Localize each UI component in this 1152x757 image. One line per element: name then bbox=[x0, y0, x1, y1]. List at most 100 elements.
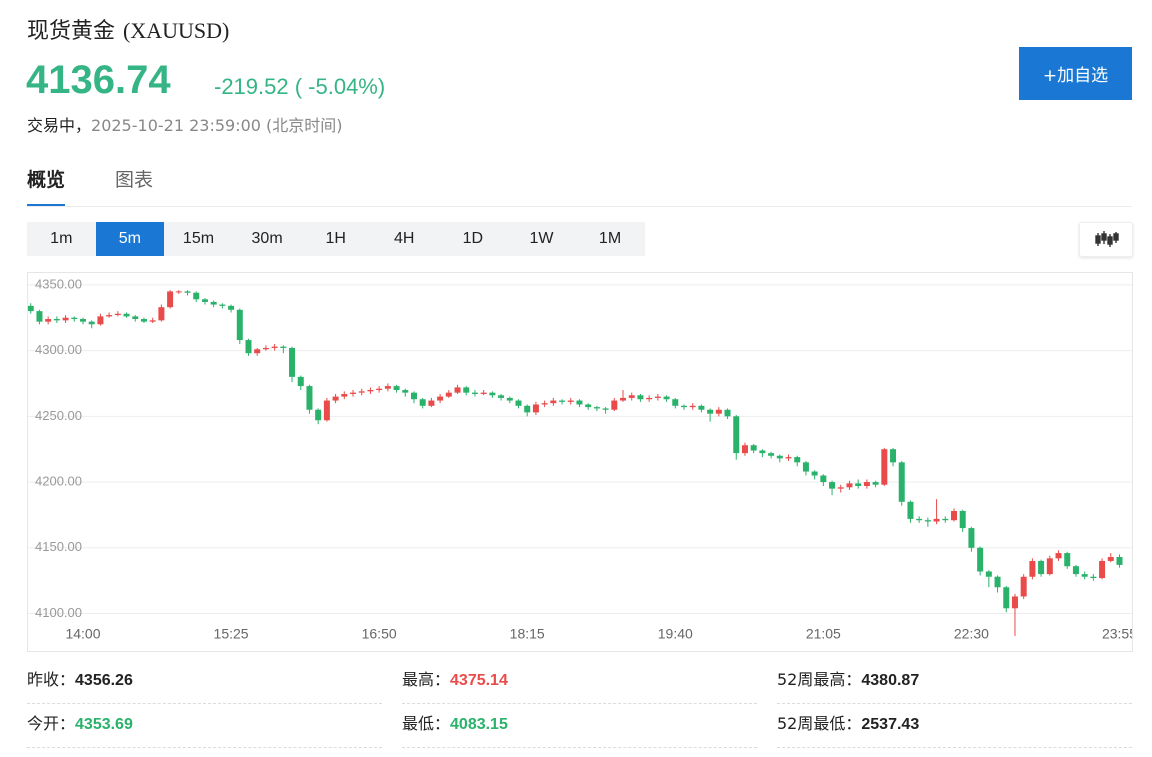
candle-body bbox=[820, 475, 827, 483]
candle-body bbox=[585, 404, 592, 408]
stat-item: 52周最高：4380.87 bbox=[777, 660, 1132, 704]
candle-body bbox=[524, 405, 531, 413]
candle-body bbox=[506, 397, 513, 401]
status-line: 交易中，2025-10-21 23:59:00 (北京时间) bbox=[27, 112, 343, 136]
candle-body bbox=[794, 457, 801, 463]
candle-body bbox=[646, 397, 653, 400]
candle-body bbox=[672, 399, 679, 406]
candle-body bbox=[489, 392, 496, 396]
chart-type-button[interactable] bbox=[1079, 222, 1133, 257]
candle-body bbox=[254, 349, 261, 354]
candle-body bbox=[219, 304, 226, 306]
y-tick-label: 4250.00 bbox=[35, 408, 82, 423]
candle-body bbox=[541, 403, 548, 405]
tab[interactable]: 图表 bbox=[115, 169, 154, 191]
candle-body bbox=[402, 390, 409, 393]
candle-body bbox=[532, 404, 539, 413]
candle-body bbox=[628, 395, 635, 398]
price: 4136.74 bbox=[26, 58, 171, 102]
candle-body bbox=[890, 449, 897, 463]
candle-body bbox=[942, 518, 949, 521]
candle-body bbox=[550, 400, 557, 404]
interval-button[interactable]: 30m bbox=[251, 230, 283, 247]
stat-label: 最低： bbox=[402, 714, 451, 733]
candle-body bbox=[620, 397, 627, 401]
stat-label: 最高： bbox=[402, 670, 451, 689]
candle-body bbox=[1081, 574, 1088, 577]
interval-button[interactable]: 1M bbox=[598, 230, 622, 247]
candle-body bbox=[480, 392, 487, 394]
watch-button[interactable]: +加自选 bbox=[1019, 47, 1132, 100]
candle-body bbox=[140, 319, 147, 322]
candle-body bbox=[358, 391, 365, 393]
candle-body bbox=[132, 316, 139, 320]
x-tick-label: 18:15 bbox=[510, 626, 545, 642]
candle-body bbox=[1038, 560, 1045, 575]
stat-value: 4083.15 bbox=[450, 716, 508, 733]
candle-body bbox=[872, 482, 879, 485]
interval-button[interactable]: 4H bbox=[394, 230, 415, 247]
candle-body bbox=[306, 386, 313, 410]
candle-body bbox=[898, 462, 905, 502]
candle-body bbox=[1011, 596, 1018, 609]
candle-body bbox=[245, 340, 252, 354]
status: 交易中， bbox=[27, 116, 92, 135]
candle-body bbox=[323, 400, 330, 421]
candle-body bbox=[376, 388, 383, 391]
interval-button[interactable]: 5m bbox=[95, 222, 165, 256]
candle-body bbox=[1090, 576, 1097, 579]
candle-body bbox=[201, 299, 208, 302]
stat-value: 4375.14 bbox=[450, 672, 508, 689]
candle-body bbox=[262, 347, 269, 350]
candle-body bbox=[184, 291, 191, 293]
candle-body bbox=[1003, 587, 1010, 609]
candle-body bbox=[959, 510, 966, 529]
x-tick-label: 16:50 bbox=[362, 626, 397, 642]
candle-body bbox=[36, 311, 43, 322]
candle-body bbox=[855, 483, 862, 487]
candle-body bbox=[715, 409, 722, 414]
interval-button[interactable]: 1H bbox=[325, 230, 346, 247]
candle-body bbox=[80, 319, 86, 322]
candle-body bbox=[567, 400, 574, 402]
candle-body bbox=[236, 309, 243, 341]
stat-item: 最低：4083.15 bbox=[402, 704, 757, 748]
candle-body bbox=[593, 407, 600, 409]
candle-body bbox=[350, 392, 357, 394]
candle-body bbox=[1029, 560, 1036, 577]
candle-body bbox=[53, 319, 60, 321]
candle-body bbox=[654, 396, 661, 398]
interval-button[interactable]: 1D bbox=[462, 230, 484, 247]
candle-body bbox=[759, 450, 766, 454]
candle-body bbox=[768, 453, 775, 456]
x-tick-label: 22:30 bbox=[954, 626, 989, 642]
candle-body bbox=[471, 392, 478, 394]
candle-body bbox=[802, 462, 809, 472]
candle-body bbox=[71, 317, 78, 320]
candle-body bbox=[994, 576, 1001, 588]
candle-body bbox=[837, 487, 844, 489]
candle-body bbox=[924, 520, 931, 522]
interval-button[interactable]: 1m bbox=[50, 230, 73, 247]
stat-value: 4353.69 bbox=[75, 716, 133, 733]
candle-body bbox=[428, 400, 435, 406]
candle-body bbox=[367, 390, 374, 392]
stat-item: 昨收：4356.26 bbox=[27, 660, 382, 704]
x-tick-label: 21:05 bbox=[806, 626, 841, 642]
candle-body bbox=[863, 482, 870, 487]
candle-body bbox=[785, 457, 792, 459]
chart: 4100.00 4150.00 4200.00 4250.00 4300.00 4350.… bbox=[27, 272, 1133, 652]
candle-body bbox=[637, 395, 644, 400]
interval-button[interactable]: 15m bbox=[182, 230, 215, 247]
candle-body bbox=[149, 320, 156, 322]
candle-body bbox=[689, 405, 696, 408]
candle-body bbox=[663, 396, 670, 400]
candle-body bbox=[114, 313, 121, 316]
interval-button[interactable]: 1W bbox=[529, 230, 554, 247]
candle-body bbox=[1046, 558, 1053, 575]
tab[interactable]: 概览 bbox=[27, 164, 66, 207]
x-tick-label: 14:00 bbox=[65, 626, 100, 642]
price-change: -219.52 ( -5.04%) bbox=[214, 74, 386, 99]
candle-body bbox=[45, 319, 52, 322]
